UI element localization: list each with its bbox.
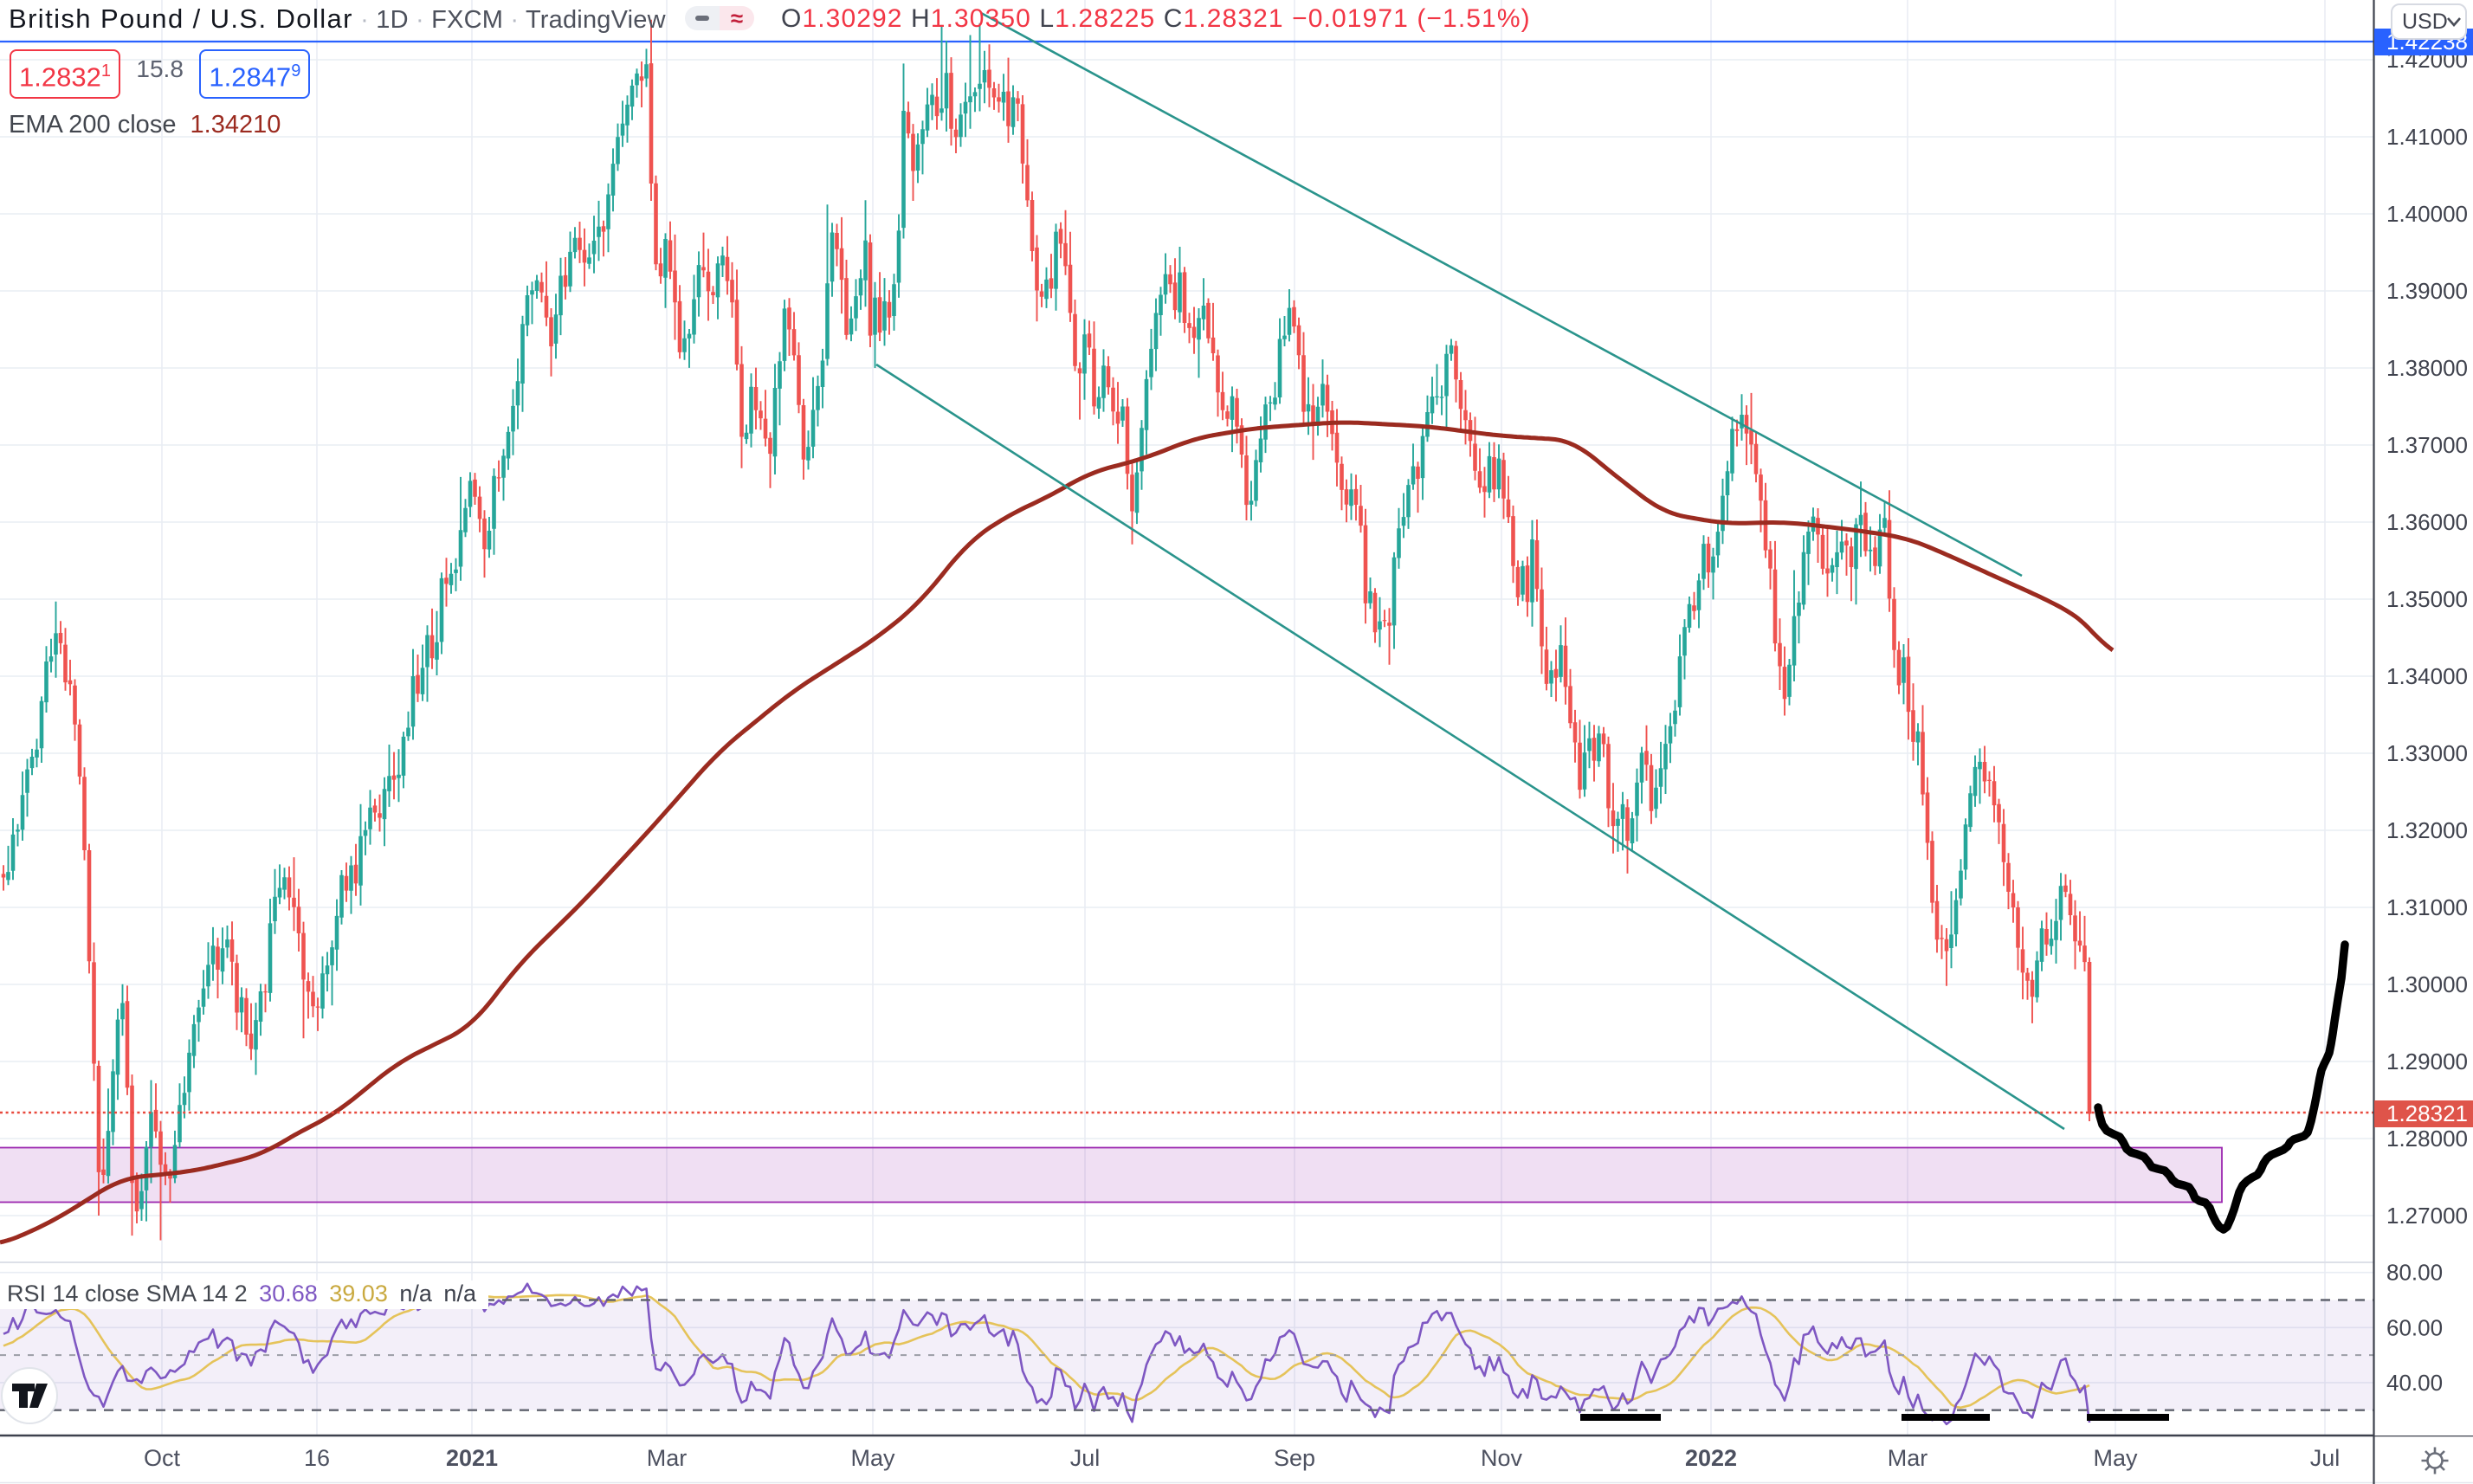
svg-text:1.38000: 1.38000 — [2386, 355, 2468, 381]
svg-text:1.40000: 1.40000 — [2386, 201, 2468, 227]
svg-text:80.00: 80.00 — [2386, 1260, 2443, 1286]
svg-text:1.34000: 1.34000 — [2386, 663, 2468, 689]
svg-text:1.27000: 1.27000 — [2386, 1203, 2468, 1229]
svg-text:1.33000: 1.33000 — [2386, 740, 2468, 766]
svg-text:Jul: Jul — [1070, 1445, 1101, 1471]
svg-text:May: May — [2093, 1445, 2138, 1471]
svg-text:2021: 2021 — [446, 1445, 498, 1471]
svg-text:1.35000: 1.35000 — [2386, 586, 2468, 612]
svg-text:1.31000: 1.31000 — [2386, 894, 2468, 920]
svg-text:May: May — [850, 1445, 895, 1471]
svg-text:60.00: 60.00 — [2386, 1314, 2443, 1340]
svg-text:1.30000: 1.30000 — [2386, 971, 2468, 997]
svg-text:1.28000: 1.28000 — [2386, 1126, 2468, 1152]
svg-text:1.28321: 1.28321 — [2386, 1100, 2468, 1126]
svg-text:1.32000: 1.32000 — [2386, 817, 2468, 843]
svg-text:Jul: Jul — [2310, 1445, 2341, 1471]
svg-text:1.29000: 1.29000 — [2386, 1048, 2468, 1074]
svg-text:Mar: Mar — [647, 1445, 688, 1471]
svg-text:2022: 2022 — [1685, 1445, 1737, 1471]
svg-text:Nov: Nov — [1481, 1445, 1523, 1471]
svg-text:USD: USD — [2402, 10, 2448, 34]
svg-text:1.36000: 1.36000 — [2386, 509, 2468, 535]
svg-text:40.00: 40.00 — [2386, 1370, 2443, 1396]
svg-text:1.37000: 1.37000 — [2386, 432, 2468, 458]
svg-text:Mar: Mar — [1888, 1445, 1928, 1471]
svg-text:1.39000: 1.39000 — [2386, 278, 2468, 304]
svg-text:1.41000: 1.41000 — [2386, 124, 2468, 150]
svg-text:16: 16 — [304, 1445, 330, 1471]
svg-text:Oct: Oct — [144, 1445, 181, 1471]
svg-text:Sep: Sep — [1274, 1445, 1315, 1471]
